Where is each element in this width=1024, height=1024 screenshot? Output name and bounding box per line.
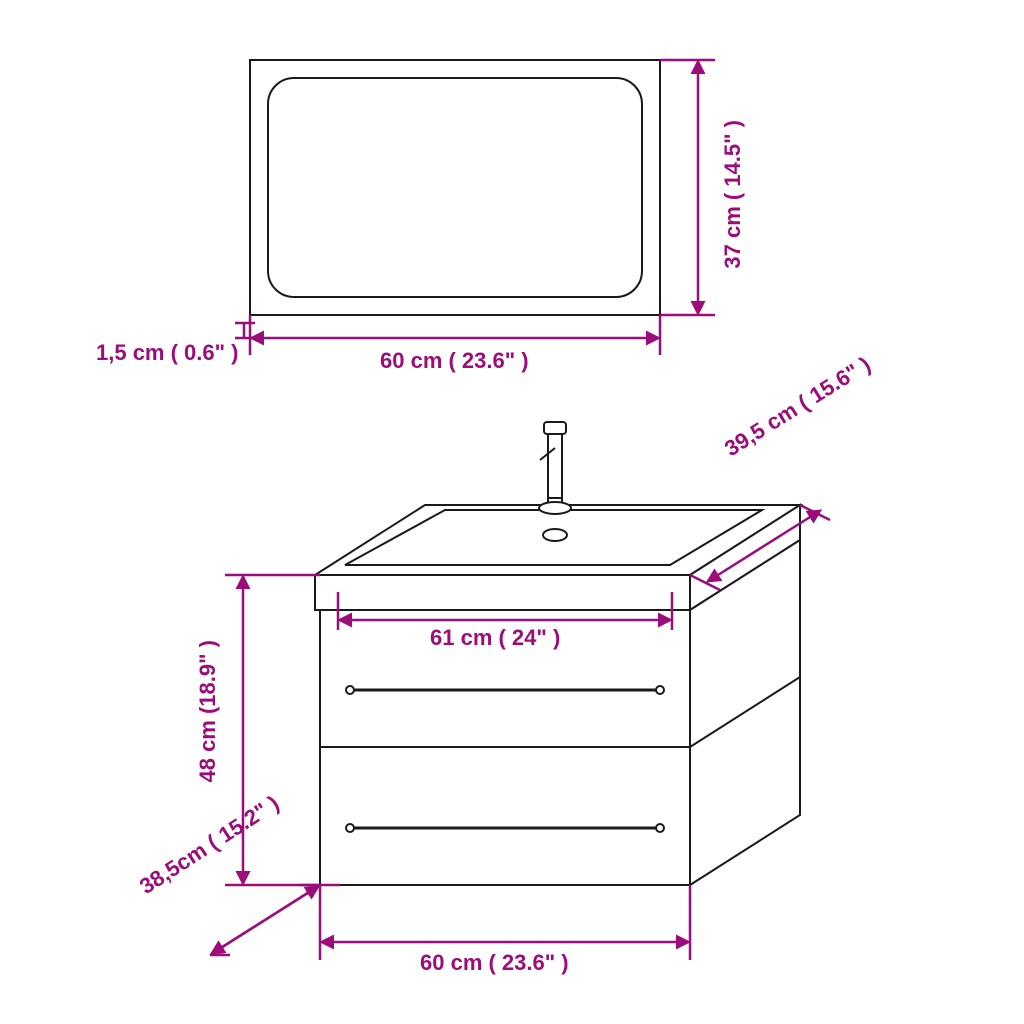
cabinet-height-label: 48 cm (18.9" ) — [195, 640, 221, 783]
cabinet-width-dim — [320, 885, 690, 960]
cabinet-width-label: 60 cm ( 23.6" ) — [420, 950, 569, 976]
mirror-height-label: 37 cm ( 14.5" ) — [720, 120, 746, 269]
sink-cabinet-drawing — [315, 422, 800, 885]
mirror-depth-dim — [235, 323, 255, 338]
basin-width-label: 61 cm ( 24" ) — [430, 625, 560, 651]
mirror-width-label: 60 cm ( 23.6" ) — [380, 348, 529, 374]
mirror-depth-label: 1,5 cm ( 0.6" ) — [96, 340, 239, 366]
mirror-height-dim — [660, 60, 715, 315]
faucet-icon — [539, 422, 571, 514]
mirror-drawing — [250, 60, 660, 315]
